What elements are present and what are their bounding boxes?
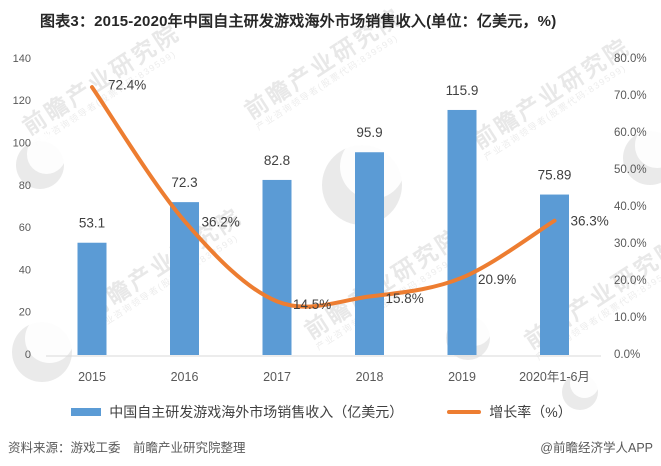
y-axis-right-tick: 60.0% — [614, 127, 647, 139]
x-axis-label: 2018 — [356, 370, 384, 384]
y-axis-right-tick: 80.0% — [614, 53, 647, 65]
y-axis-left-tick: 0 — [25, 349, 31, 361]
growth-rate-line — [90, 85, 557, 309]
y-axis-right-tick: 10.0% — [614, 312, 647, 324]
y-axis-right-tick: 70.0% — [614, 90, 647, 102]
bar-2018 — [355, 152, 384, 355]
bar-value-label: 75.89 — [538, 168, 572, 183]
y-axis-left-tick: 80 — [19, 180, 31, 192]
chart-footer: 资料来源：游戏工委 前瞻产业研究院整理 @前瞻经济学人APP — [8, 437, 653, 456]
bar-2019 — [447, 109, 477, 355]
y-axis-right-tick: 50.0% — [614, 164, 647, 176]
x-axis-label: 2016 — [171, 370, 199, 384]
y-axis-left-tick: 60 — [19, 222, 31, 234]
line-value-label: 72.4% — [108, 78, 146, 93]
y-axis-right-tick: 30.0% — [614, 238, 647, 250]
line-value-label: 36.3% — [571, 213, 609, 228]
legend-line-label: 增长率（%） — [489, 404, 572, 420]
line-value-label: 15.8% — [386, 291, 424, 306]
y-axis-left-tick: 140 — [13, 53, 31, 65]
bar-value-label: 95.9 — [356, 125, 382, 140]
x-axis-label: 2019 — [448, 370, 476, 384]
legend-bar-label: 中国自主研发游戏海外市场销售收入（亿美元） — [109, 404, 404, 420]
legend-item-growth: 增长率（%） — [447, 402, 572, 422]
source-note: 资料来源：游戏工委 前瞻产业研究院整理 — [8, 441, 246, 455]
line-value-label: 36.2% — [202, 215, 240, 230]
legend-line-swatch-icon — [447, 410, 482, 414]
bar-value-label: 115.9 — [446, 83, 479, 98]
x-axis-label: 2015 — [78, 370, 106, 384]
line-value-label: 14.5% — [293, 297, 331, 312]
x-axis-label: 2020年1-6月 — [519, 370, 590, 384]
bar-2016 — [170, 202, 199, 355]
y-axis-left-tick: 40 — [19, 264, 31, 276]
y-axis-right-tick: 0.0% — [614, 349, 640, 361]
credit-note: @前瞻经济学人APP — [540, 441, 653, 455]
y-axis-right-tick: 40.0% — [614, 201, 647, 213]
legend-bar-swatch-icon — [71, 408, 102, 416]
x-axis-label: 2017 — [263, 370, 291, 384]
legend-item-revenue: 中国自主研发游戏海外市场销售收入（亿美元） — [71, 402, 403, 422]
bar-2017 — [262, 179, 292, 355]
bar-value-label: 53.1 — [79, 216, 105, 231]
chart-title: 图表3：2015-2020年中国自主研发游戏海外市场销售收入(单位：亿美元，%) — [40, 13, 557, 30]
bar-2015 — [77, 242, 107, 355]
combo-chart: 0 20 40 60 80 100 120 140 0.0% 10.0% 20.0% 30.0% 40.… — [13, 53, 647, 384]
bar-value-label: 72.3 — [171, 175, 197, 190]
chart-legend: 中国自主研发游戏海外市场销售收入（亿美元） 增长率（%） — [0, 402, 661, 422]
line-value-label: 20.9% — [478, 272, 516, 287]
y-axis-right-tick: 20.0% — [614, 275, 647, 287]
bar-value-label: 82.8 — [264, 153, 290, 168]
y-axis-left-tick: 120 — [13, 95, 31, 107]
y-axis-left-tick: 100 — [13, 137, 31, 149]
bar-2020年1-6月 — [540, 194, 569, 355]
y-axis-left-tick: 20 — [19, 307, 31, 319]
